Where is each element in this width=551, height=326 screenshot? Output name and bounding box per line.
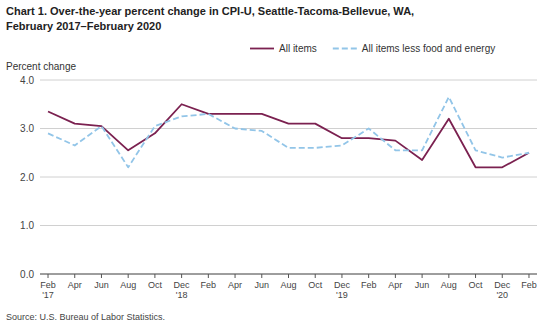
legend-swatch bbox=[250, 48, 274, 50]
x-tick-label: Apr bbox=[388, 280, 402, 290]
y-tick-label: 1.0 bbox=[20, 220, 34, 231]
y-axis: 0.0 1.0 2.0 3.0 4.0 bbox=[20, 75, 537, 280]
x-tick-label: Oct bbox=[308, 280, 323, 290]
legend-swatch bbox=[333, 48, 357, 50]
y-tick-label: 3.0 bbox=[20, 123, 34, 134]
x-tick-label: Oct bbox=[148, 280, 163, 290]
plot-lines bbox=[48, 97, 529, 167]
x-tick bbox=[261, 274, 262, 278]
x-tick bbox=[74, 274, 75, 278]
x-tick-label: Apr bbox=[228, 280, 242, 290]
x-tick bbox=[101, 274, 102, 278]
legend: All items All items less food and energy bbox=[250, 43, 495, 54]
x-tick bbox=[368, 274, 369, 278]
x-tick-label: Aug bbox=[120, 280, 136, 290]
x-tick-label: Feb'17 bbox=[40, 280, 56, 300]
x-tick bbox=[395, 274, 396, 278]
y-tick-label: 2.0 bbox=[20, 172, 34, 183]
x-tick bbox=[341, 274, 342, 278]
x-tick bbox=[154, 274, 155, 278]
x-tick bbox=[48, 274, 49, 278]
x-tick bbox=[315, 274, 316, 278]
x-tick bbox=[235, 274, 236, 278]
x-tick bbox=[502, 274, 503, 278]
legend-label: All items bbox=[279, 43, 317, 54]
x-tick-label: Aug bbox=[280, 280, 296, 290]
x-tick bbox=[448, 274, 449, 278]
x-tick-label: Dec'18 bbox=[174, 280, 191, 300]
x-axis: Feb'17 Apr Jun Aug Oct Dec'18 Feb Apr Jun Aug Oct D… bbox=[40, 274, 537, 300]
source: Source: U.S. Bureau of Labor Statistics. bbox=[6, 312, 165, 322]
x-tick-label: Feb bbox=[361, 280, 377, 290]
grid-line bbox=[40, 80, 537, 81]
x-tick bbox=[475, 274, 476, 278]
x-tick-label: Jun bbox=[94, 280, 109, 290]
y-axis-label: Percent change bbox=[6, 61, 76, 72]
subtitle: February 2017–February 2020 bbox=[6, 20, 161, 32]
x-tick-label: Dec'19 bbox=[334, 280, 351, 300]
legend-label: All items less food and energy bbox=[362, 43, 495, 54]
y-tick-label: 0.0 bbox=[20, 269, 34, 280]
title: Chart 1. Over-the-year percent change in… bbox=[6, 5, 414, 17]
chart: Chart 1. Over-the-year percent change in… bbox=[0, 0, 551, 326]
x-tick bbox=[181, 274, 182, 278]
x-tick-label: Feb bbox=[201, 280, 217, 290]
x-tick-label: Jun bbox=[415, 280, 430, 290]
x-tick bbox=[208, 274, 209, 278]
series-line bbox=[48, 97, 529, 167]
x-tick-label: Apr bbox=[68, 280, 82, 290]
x-tick bbox=[288, 274, 289, 278]
grid-line bbox=[40, 225, 537, 226]
y-tick-label: 4.0 bbox=[20, 75, 34, 86]
series-line bbox=[48, 104, 529, 167]
grid-line bbox=[40, 177, 537, 178]
x-tick-label: Dec'20 bbox=[494, 280, 511, 300]
grid-line bbox=[40, 128, 537, 129]
x-tick bbox=[528, 274, 529, 278]
x-tick-label: Feb bbox=[521, 280, 537, 290]
x-tick-label: Jun bbox=[255, 280, 270, 290]
x-tick-label: Oct bbox=[469, 280, 484, 290]
x-tick bbox=[128, 274, 129, 278]
x-tick bbox=[422, 274, 423, 278]
x-tick-label: Aug bbox=[441, 280, 457, 290]
